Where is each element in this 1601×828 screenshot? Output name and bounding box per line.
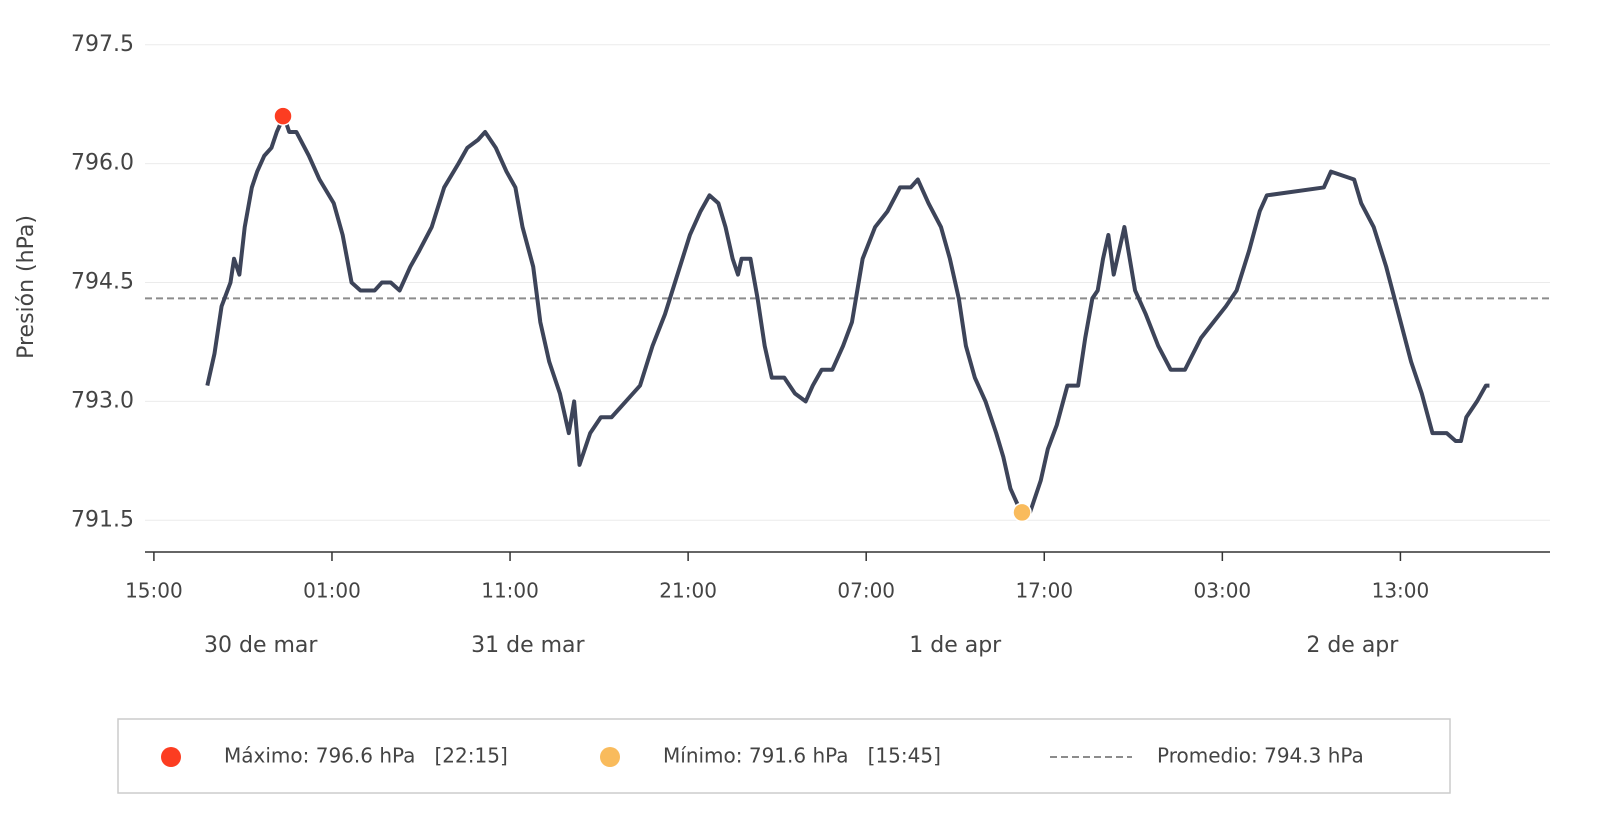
day-label: 31 de mar	[471, 633, 585, 658]
legend-label: Máximo: 796.6 hPa [22:15]	[224, 744, 508, 768]
day-label: 1 de apr	[909, 633, 1002, 658]
x-tick-label: 13:00	[1372, 579, 1430, 603]
line	[205, 114, 1490, 515]
y-tick-label: 796.0	[71, 151, 134, 176]
extreme-marker	[1012, 502, 1032, 523]
legend	[117, 718, 1451, 794]
x-tick-label: 07:00	[837, 579, 895, 603]
x-tick-label: 11:00	[481, 579, 539, 603]
x-tick-label: 15:00	[125, 579, 183, 603]
x-tick-label: 03:00	[1194, 579, 1252, 603]
x-tick-label: 21:00	[659, 579, 717, 603]
y-axis-label: Presión (hPa)	[14, 215, 39, 359]
legend-label: Promedio: 794.3 hPa	[1157, 744, 1364, 768]
y-tick-label: 797.5	[71, 32, 134, 57]
y-tick-label: 791.5	[71, 507, 134, 532]
legend-label: Mínimo: 791.6 hPa [15:45]	[663, 744, 941, 768]
day-label: 2 de apr	[1306, 633, 1399, 658]
legend-marker	[161, 747, 181, 767]
day-label: 30 de mar	[204, 633, 318, 658]
y-tick-label: 794.5	[71, 270, 134, 295]
legend-marker	[600, 747, 620, 767]
y-tick-label: 793.0	[71, 388, 134, 413]
x-tick-label: 01:00	[303, 579, 361, 603]
x-tick-label: 17:00	[1015, 579, 1073, 603]
extreme-marker	[273, 106, 293, 126]
